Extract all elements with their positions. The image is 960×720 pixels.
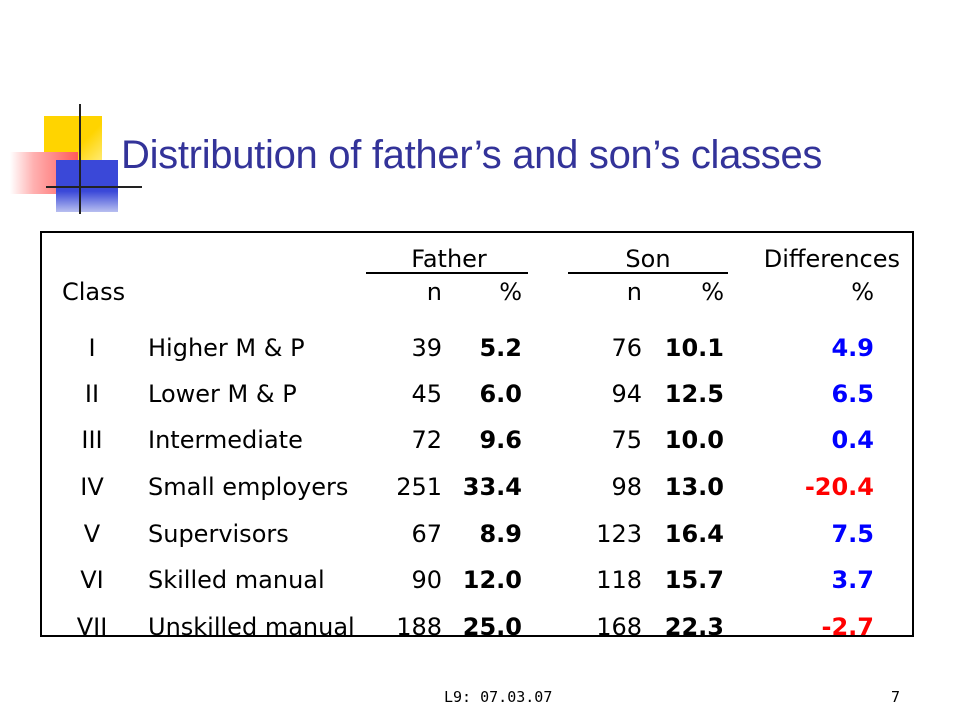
row-father-n: 67 <box>411 520 442 548</box>
row-label: Intermediate <box>148 426 303 454</box>
header-class: Class <box>62 278 126 306</box>
row-diff: 6.5 <box>831 380 874 408</box>
decorative-squares-icon <box>0 0 142 230</box>
header-father: Father <box>411 245 487 273</box>
class-distribution-table <box>40 231 914 637</box>
row-father-n: 39 <box>411 334 442 362</box>
page-number: 7 <box>890 688 900 706</box>
row-son-n: 123 <box>596 520 642 548</box>
header-son-n: n <box>626 278 642 306</box>
row-son-pct: 22.3 <box>664 613 724 641</box>
header-son-pct: % <box>701 278 724 306</box>
row-son-n: 168 <box>596 613 642 641</box>
row-label: Small employers <box>148 473 349 501</box>
row-diff: -20.4 <box>804 473 874 501</box>
row-son-pct: 13.0 <box>664 473 724 501</box>
row-label: Skilled manual <box>148 566 325 594</box>
row-father-pct: 9.6 <box>479 426 522 454</box>
row-father-pct: 25.0 <box>462 613 522 641</box>
father-underline <box>366 272 528 274</box>
row-father-n: 251 <box>396 473 442 501</box>
header-differences: Differences <box>763 245 900 273</box>
row-son-n: 76 <box>611 334 642 362</box>
header-son: Son <box>625 245 671 273</box>
row-diff: 0.4 <box>831 426 874 454</box>
row-son-n: 98 <box>611 473 642 501</box>
row-father-pct: 6.0 <box>479 380 522 408</box>
row-son-pct: 15.7 <box>664 566 724 594</box>
header-father-n: n <box>426 278 442 306</box>
row-son-pct: 10.1 <box>664 334 724 362</box>
vertical-line <box>79 104 81 214</box>
row-class: III <box>81 426 103 454</box>
row-diff: 7.5 <box>831 520 874 548</box>
row-diff: -2.7 <box>821 613 874 641</box>
row-father-pct: 33.4 <box>462 473 522 501</box>
row-class: II <box>84 380 100 408</box>
row-label: Higher M & P <box>148 334 305 362</box>
row-father-n: 72 <box>411 426 442 454</box>
row-label: Unskilled manual <box>148 613 355 641</box>
row-father-pct: 8.9 <box>479 520 522 548</box>
row-father-n: 90 <box>411 566 442 594</box>
row-son-n: 75 <box>611 426 642 454</box>
row-diff: 3.7 <box>831 566 874 594</box>
footer-label: L9: 07.03.07 <box>444 688 553 706</box>
row-son-pct: 16.4 <box>664 520 724 548</box>
row-class: I <box>88 334 96 362</box>
row-class: V <box>83 520 101 548</box>
row-son-pct: 12.5 <box>664 380 724 408</box>
row-class: IV <box>80 473 104 501</box>
row-father-pct: 5.2 <box>479 334 522 362</box>
row-son-n: 94 <box>611 380 642 408</box>
row-class: VII <box>76 613 108 641</box>
header-father-pct: % <box>499 278 522 306</box>
header-diff-pct: % <box>851 278 874 306</box>
row-label: Supervisors <box>148 520 289 548</box>
row-class: VI <box>80 566 104 594</box>
row-father-n: 45 <box>411 380 442 408</box>
row-label: Lower M & P <box>148 380 297 408</box>
horizontal-line <box>46 186 142 188</box>
son-underline <box>568 272 728 274</box>
row-father-pct: 12.0 <box>462 566 522 594</box>
page-title: Distribution of father’s and son’s class… <box>121 133 823 177</box>
row-son-pct: 10.0 <box>664 426 724 454</box>
row-diff: 4.9 <box>831 334 874 362</box>
row-son-n: 118 <box>596 566 642 594</box>
row-father-n: 188 <box>396 613 442 641</box>
